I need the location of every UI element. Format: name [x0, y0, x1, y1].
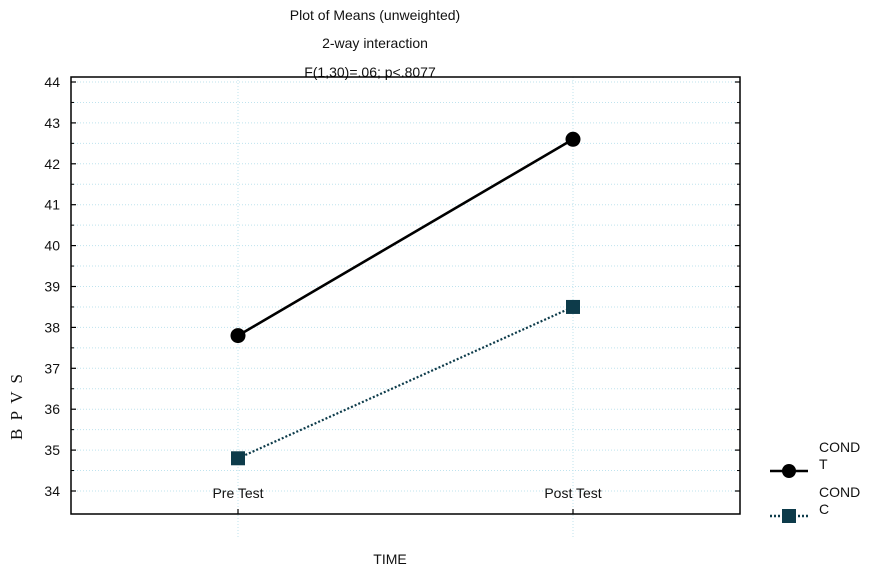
legend-group-label-C: COND: [819, 484, 860, 500]
x-axis-label: TIME: [373, 551, 406, 567]
point-T-0: [230, 328, 246, 344]
series-line-T: [237, 138, 574, 337]
series-layer: [230, 131, 581, 466]
point-C-0: [231, 451, 245, 466]
series-line-C: [237, 305, 574, 460]
grid-lines: [71, 77, 740, 539]
y-tick-label-5: 39: [44, 279, 60, 295]
y-tick-label-0: 34: [44, 483, 60, 499]
y-tick-label-7: 41: [44, 197, 60, 213]
chart-stat-line: F(1,30)=.06; p<.8077: [304, 64, 436, 80]
y-tick-label-10: 44: [44, 74, 60, 90]
y-tick-label-8: 42: [44, 156, 60, 172]
legend-series-label-T: T: [819, 456, 828, 472]
x-tick-label-0: Pre Test: [212, 485, 263, 501]
plot-frame: [70, 76, 741, 515]
legend-group-label-T: COND: [819, 439, 860, 455]
y-tick-label-3: 37: [44, 360, 60, 376]
y-axis-ticks: 34 35 36 37 38 39 40 41 42 43 44 Pre Test Post Test: [44, 74, 740, 514]
y-tick-label-2: 36: [44, 401, 60, 417]
y-tick-label-9: 43: [44, 115, 60, 131]
legend-marker-C: [782, 509, 796, 523]
legend-marker-T: [782, 464, 796, 478]
point-C-1: [566, 299, 580, 314]
x-tick-label-1: Post Test: [544, 485, 601, 501]
legend-series-label-C: C: [819, 501, 829, 517]
y-tick-label-6: 40: [44, 238, 60, 254]
point-T-1: [565, 131, 581, 147]
y-axis-label: B P V S: [7, 372, 26, 440]
chart-subtitle: 2-way interaction: [322, 35, 428, 51]
chart-title: Plot of Means (unweighted): [290, 7, 460, 23]
y-tick-label-1: 35: [44, 442, 60, 458]
y-tick-label-4: 38: [44, 319, 60, 335]
